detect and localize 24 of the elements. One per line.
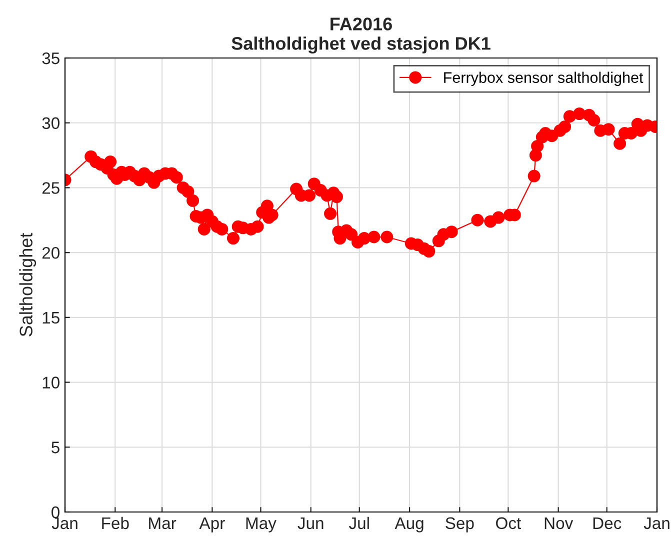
x-tick-label: Nov xyxy=(544,517,574,530)
y-tick-label: 0 xyxy=(52,506,60,518)
x-tick-label: Jan xyxy=(52,517,78,530)
x-tick-label: Jul xyxy=(348,516,369,530)
x-tick-label: Oct xyxy=(496,517,522,530)
chart-title: FA2016 Saltholdighet ved stasjon DK1 xyxy=(232,18,490,54)
y-tick-label: 15 xyxy=(42,312,60,324)
y-tick-label: 25 xyxy=(42,182,60,194)
y-tick-label: 10 xyxy=(42,376,60,388)
y-axis-title: Saltholdighet xyxy=(19,232,36,336)
x-tick-label: Dec xyxy=(593,517,622,530)
x-tick-label: Mar xyxy=(149,517,176,530)
y-tick-label: 30 xyxy=(42,117,60,130)
x-tick-label: Jun xyxy=(298,517,324,530)
y-tick-label: 20 xyxy=(42,246,60,259)
x-tick-label: Jan xyxy=(644,517,670,530)
x-tick-label: May xyxy=(246,517,276,532)
x-tick-label: Aug xyxy=(394,517,424,532)
y-tick-label: 5 xyxy=(52,442,60,454)
x-tick-label: Sep xyxy=(446,517,474,532)
legend-label: Ferrybox sensor saltholdighet xyxy=(444,72,644,86)
x-tick-label: Feb xyxy=(102,516,129,530)
x-tick-label: Apr xyxy=(199,517,225,532)
y-tick-label: 35 xyxy=(42,52,60,64)
